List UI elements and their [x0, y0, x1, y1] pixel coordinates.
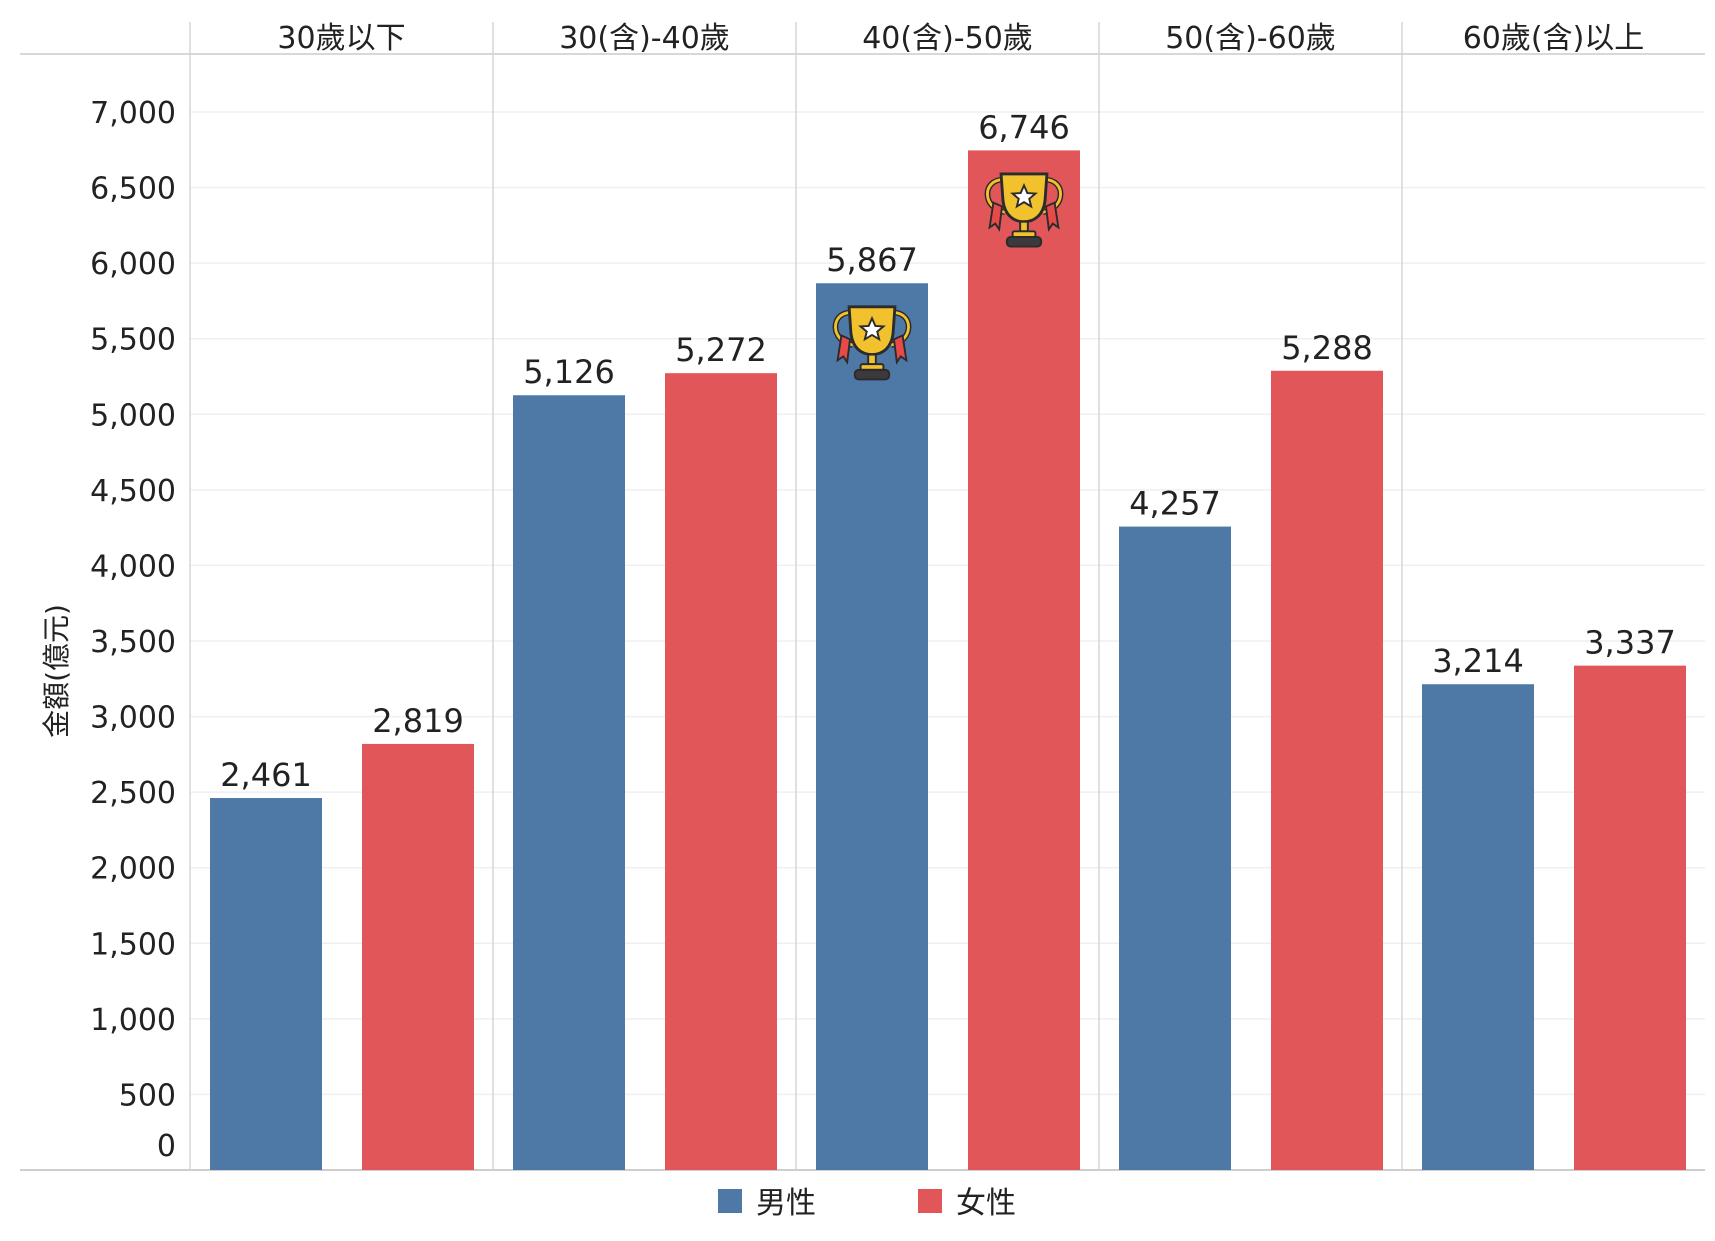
gridlines — [190, 111, 1705, 1096]
data-label: 2,461 — [220, 756, 312, 794]
y-tick-label: 1,500 — [90, 927, 176, 962]
y-tick-label: 7,000 — [90, 96, 176, 131]
bar — [513, 395, 625, 1170]
y-tick-label: 4,000 — [90, 549, 176, 584]
legend: 男性 女性 — [718, 1186, 1016, 1221]
y-tick-label: 1,000 — [90, 1003, 176, 1038]
bar — [1271, 370, 1383, 1170]
legend-swatch — [718, 1189, 742, 1213]
value-labels: 2,461 5,126 5,867 4,257 3,214 2,819 5,272 6,746… — [220, 108, 1676, 794]
bar — [362, 743, 474, 1170]
y-tick-label: 3,000 — [90, 701, 176, 736]
data-label: 5,272 — [675, 331, 767, 369]
category-label: 40(含)-50歲 — [862, 21, 1033, 56]
y-axis: 0 500 1,000 1,500 2,000 2,500 3,000 3,500 4,000 4… — [40, 96, 176, 1164]
legend-label: 女性 — [956, 1186, 1016, 1221]
bar — [816, 283, 928, 1170]
data-label: 3,214 — [1432, 642, 1524, 680]
y-tick-label: 3,500 — [90, 625, 176, 660]
y-tick-label: 5,500 — [90, 323, 176, 358]
legend-swatch — [918, 1189, 942, 1213]
bar — [1422, 684, 1534, 1170]
data-label: 6,746 — [978, 108, 1070, 146]
y-tick-label: 4,500 — [90, 474, 176, 509]
y-axis-label: 金額(億元) — [40, 604, 73, 738]
y-tick-label: 6,000 — [90, 247, 176, 282]
bars — [210, 150, 1686, 1171]
data-label: 5,126 — [523, 353, 615, 391]
bar — [968, 150, 1080, 1171]
bar — [210, 798, 322, 1170]
y-tick-label: 2,000 — [90, 852, 176, 887]
data-label: 2,819 — [372, 702, 464, 740]
y-tick-label: 6,500 — [90, 172, 176, 207]
y-tick-label: 5,000 — [90, 398, 176, 433]
y-tick-label: 500 — [119, 1078, 176, 1113]
category-headers: 30歲以下 30(含)-40歲 40(含)-50歲 50(含)-60歲 60歲(含)以上 — [277, 21, 1644, 56]
y-tick-label: 2,500 — [90, 776, 176, 811]
category-label: 30歲以下 — [277, 21, 405, 56]
y-tick-label: 0 — [157, 1129, 176, 1164]
category-label: 60歲(含)以上 — [1463, 21, 1645, 56]
data-label: 5,867 — [826, 241, 918, 279]
bar — [1574, 665, 1686, 1170]
data-label: 4,257 — [1129, 485, 1221, 523]
legend-label: 男性 — [756, 1186, 816, 1221]
bar — [665, 373, 777, 1170]
data-label: 3,337 — [1584, 624, 1676, 662]
category-label: 50(含)-60歲 — [1165, 21, 1336, 56]
bar — [1119, 526, 1231, 1170]
category-label: 30(含)-40歲 — [559, 21, 730, 56]
data-label: 5,288 — [1281, 329, 1373, 367]
